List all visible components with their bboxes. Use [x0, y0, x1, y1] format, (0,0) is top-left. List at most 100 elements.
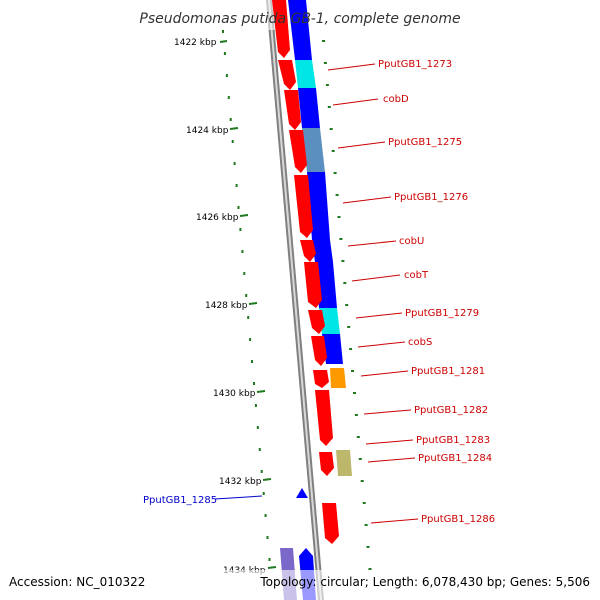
outer-scale-dot: [351, 370, 354, 372]
leader-line: [370, 518, 419, 524]
scale-dot: [268, 558, 271, 561]
outer-scale-dot: [353, 392, 356, 394]
outer-scale-dot: [360, 480, 364, 482]
gene-label-PputGB1_1285[interactable]: PputGB1_1285: [143, 495, 217, 506]
genome-backbone-highlight: [268, 0, 322, 600]
leader-line: [355, 312, 403, 319]
tick-mark: [219, 40, 228, 43]
gene-label-cobU[interactable]: cobU: [399, 236, 424, 247]
cds-forward-1281: [313, 370, 329, 388]
tick-label: 1424 kbp: [186, 126, 229, 136]
gene-labels: PputGB1_1273 cobD PputGB1_1275 PputGB1_1…: [143, 59, 495, 525]
scale-dot: [254, 404, 257, 407]
gene-label-PputGB1_1283[interactable]: PputGB1_1283: [416, 435, 490, 446]
outer-scale-dot: [343, 282, 347, 284]
gene-label-PputGB1_1286[interactable]: PputGB1_1286: [421, 514, 495, 525]
forward-strand-track: [272, 0, 339, 544]
gene-label-cobT[interactable]: cobT: [404, 270, 429, 281]
cds-cobU: [312, 240, 333, 262]
scale-dot: [256, 426, 259, 429]
outer-scale-dot: [356, 436, 360, 438]
gene-label-PputGB1_1284[interactable]: PputGB1_1284: [418, 453, 492, 464]
cds-forward-1275: [289, 130, 307, 173]
tick-mark: [239, 214, 249, 217]
scale-dot: [243, 272, 246, 275]
outer-scale-dot: [339, 238, 343, 240]
leader-line: [342, 196, 392, 204]
cds-forward-1279: [308, 310, 325, 334]
outer-scale-dot: [322, 40, 325, 42]
outer-scale-dot: [345, 304, 349, 306]
cds-khaki-feature-1284: [336, 450, 352, 476]
cds-cyan-feature-1273: [295, 60, 316, 88]
outer-scale-dot: [329, 128, 333, 130]
scale-dot: [233, 162, 236, 165]
accession-text: Accession: NC_010322: [9, 575, 145, 589]
gene-label-PputGB1_1279[interactable]: PputGB1_1279: [405, 308, 479, 319]
cds-1285: [296, 488, 308, 498]
leader-line: [351, 274, 401, 282]
gene-label-PputGB1_1275[interactable]: PputGB1_1275: [388, 137, 462, 148]
outer-scale-dot: [362, 502, 366, 504]
cds-cyan-feature-1279: [319, 308, 340, 334]
leader-line: [337, 141, 386, 149]
outer-scale-dot: [364, 524, 368, 526]
scale-dot: [253, 382, 255, 385]
leader-line: [357, 341, 406, 348]
scale-dot: [239, 228, 242, 231]
leader-line: [327, 63, 376, 71]
outer-scale-dot: [358, 458, 362, 460]
cds-cobS: [322, 334, 343, 364]
tick-label: 1426 kbp: [196, 213, 239, 223]
gene-label-PputGB1_1273[interactable]: PputGB1_1273: [378, 59, 452, 70]
scale-dot: [223, 52, 226, 55]
outer-scale-dot: [325, 84, 329, 86]
outer-scale-dot: [335, 194, 339, 196]
outer-scale-dot: [354, 414, 358, 416]
cds-forward-1286: [322, 503, 339, 544]
gene-label-PputGB1_1282[interactable]: PputGB1_1282: [414, 405, 488, 416]
scale-dot: [249, 338, 252, 341]
cds-forward-1276: [294, 175, 313, 238]
scale-dot: [225, 74, 228, 77]
gene-label-cobS[interactable]: cobS: [408, 337, 432, 348]
cds-reverse-feature: [288, 0, 312, 60]
cds-forward-cobT: [304, 262, 322, 308]
scale-dot: [247, 316, 250, 319]
scale-dot: [266, 536, 269, 539]
scale-dot: [245, 294, 248, 297]
outer-scale-dot: [323, 62, 327, 64]
tick-mark: [248, 302, 258, 305]
scale-dot: [241, 250, 244, 253]
gene-label-PputGB1_1281[interactable]: PputGB1_1281: [411, 366, 485, 377]
outer-scale-dot: [327, 106, 331, 108]
outer-scale-dot: [366, 546, 370, 548]
gene-label-PputGB1_1276[interactable]: PputGB1_1276: [394, 192, 468, 203]
scale-dot: [227, 96, 230, 99]
tick-mark: [267, 566, 277, 569]
scale-dot: [251, 360, 253, 363]
cds-forward-cobD: [284, 90, 301, 130]
outer-scale-dot: [331, 150, 335, 152]
tick-mark: [229, 127, 239, 130]
outer-scale-dot: [368, 568, 372, 570]
outer-scale-dot: [337, 216, 341, 218]
cds-forward-cobU: [300, 240, 316, 262]
scale-dots: [222, 30, 271, 561]
cds-forward-1273: [278, 60, 296, 90]
leader-line: [332, 98, 379, 106]
tick-label: 1432 kbp: [219, 477, 262, 487]
gene-label-cobD[interactable]: cobD: [383, 94, 409, 105]
cds-1276: [307, 172, 330, 240]
leader-line: [365, 439, 414, 445]
scale-dot: [231, 140, 234, 143]
cds-forward-top: [272, 0, 290, 58]
cds-forward-1282: [315, 390, 333, 446]
cds-cobD: [298, 88, 320, 128]
scale-dot: [235, 184, 238, 187]
map-title: Pseudomonas putida GB-1, complete genome: [139, 11, 460, 27]
topology-text: Topology: circular; Length: 6,078,430 bp…: [259, 575, 590, 589]
scale-dot: [264, 514, 267, 517]
